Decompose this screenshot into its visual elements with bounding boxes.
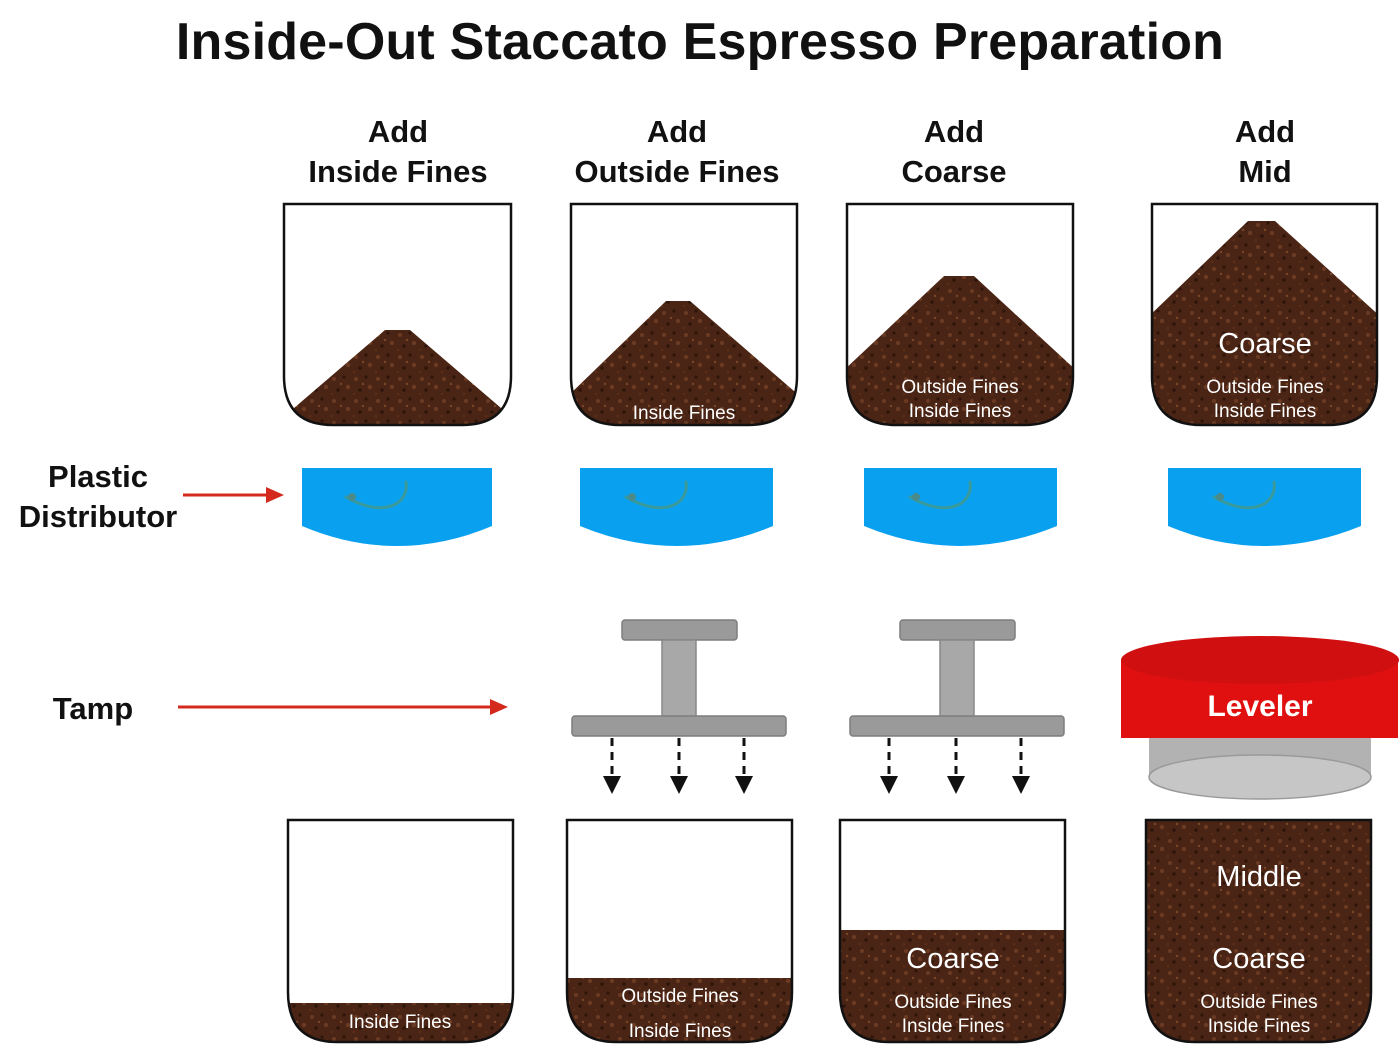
step-1-heading-line1: Add	[367, 114, 429, 149]
bottom-2-layer-outside-fines: Outside Fines	[621, 986, 739, 1007]
distributor-arrow	[183, 487, 284, 503]
leveler-label: Leveler	[1207, 690, 1313, 723]
bottom-basket-4	[1144, 818, 1373, 1044]
bottom-4-layer-middle: Middle	[1216, 861, 1302, 893]
step-4-heading-line1: Add	[1234, 114, 1296, 149]
top-basket-2	[569, 202, 799, 427]
distributor-label-line1: Plastic	[48, 459, 148, 494]
page-title: Inside-Out Staccato Espresso Preparation	[175, 13, 1225, 71]
basket-outline	[838, 818, 1067, 1044]
distributor-4	[1168, 468, 1361, 546]
coffee-mound	[1152, 221, 1377, 425]
distributor-3	[864, 468, 1057, 546]
step-4-heading: Add Mid	[1125, 112, 1400, 192]
distributor-1	[302, 468, 492, 546]
bottom-basket-2	[565, 818, 794, 1044]
top-basket-4	[1150, 202, 1379, 427]
coffee-mound	[284, 330, 511, 425]
step-2-heading-line1: Add	[646, 114, 708, 149]
step-4-heading-line2: Mid	[1238, 154, 1292, 189]
step-3-heading-line2: Coarse	[901, 154, 1007, 189]
step-2-heading: Add Outside Fines	[537, 112, 817, 192]
bottom-3-layer-outside-fines: Outside Fines	[894, 992, 1012, 1013]
step-1-heading: Add Inside Fines	[258, 112, 538, 192]
step-1-heading-line2: Inside Fines	[308, 154, 488, 189]
step-2-heading-line2: Outside Fines	[574, 154, 780, 189]
coffee-mound	[571, 301, 797, 425]
bottom-basket-1	[286, 818, 515, 1044]
top-2-layer-inside-fines: Inside Fines	[632, 403, 736, 424]
tamp-label: Tamp	[52, 691, 134, 726]
step-3-heading: Add Coarse	[814, 112, 1094, 192]
leveler-tool	[1121, 636, 1399, 800]
bottom-4-layer-inside-fines: Inside Fines	[1207, 1016, 1311, 1037]
top-4-layer-inside-fines: Inside Fines	[1213, 401, 1317, 422]
top-4-layer-coarse: Coarse	[1218, 328, 1312, 360]
bottom-4-layer-coarse: Coarse	[1212, 943, 1306, 975]
distributor-2	[580, 468, 773, 546]
basket-outline	[286, 818, 515, 1044]
bottom-4-layer-outside-fines: Outside Fines	[1200, 992, 1318, 1013]
top-4-layer-outside-fines: Outside Fines	[1206, 377, 1324, 398]
distributor-label-line2: Distributor	[18, 499, 178, 534]
basket-outline	[1144, 818, 1373, 1044]
tamper-1	[571, 619, 787, 794]
top-basket-1	[282, 202, 513, 427]
top-3-layer-inside-fines: Inside Fines	[908, 401, 1012, 422]
basket-outline	[282, 202, 513, 427]
coffee-mound	[847, 276, 1073, 425]
top-3-layer-outside-fines: Outside Fines	[901, 377, 1019, 398]
bottom-3-layer-inside-fines: Inside Fines	[901, 1016, 1005, 1037]
basket-outline	[569, 202, 799, 427]
bottom-3-layer-coarse: Coarse	[906, 943, 1000, 975]
basket-outline	[845, 202, 1075, 427]
step-3-heading-line1: Add	[923, 114, 985, 149]
bottom-1-layer-inside-fines: Inside Fines	[348, 1012, 452, 1033]
bottom-2-layer-inside-fines: Inside Fines	[628, 1021, 732, 1042]
bottom-basket-3	[838, 818, 1067, 1044]
basket-outline	[565, 818, 794, 1044]
distributor-label: Plastic Distributor	[10, 457, 186, 537]
tamper-2	[849, 619, 1065, 794]
tamp-arrow	[178, 699, 508, 715]
top-basket-3	[845, 202, 1075, 427]
basket-outline	[1150, 202, 1379, 427]
